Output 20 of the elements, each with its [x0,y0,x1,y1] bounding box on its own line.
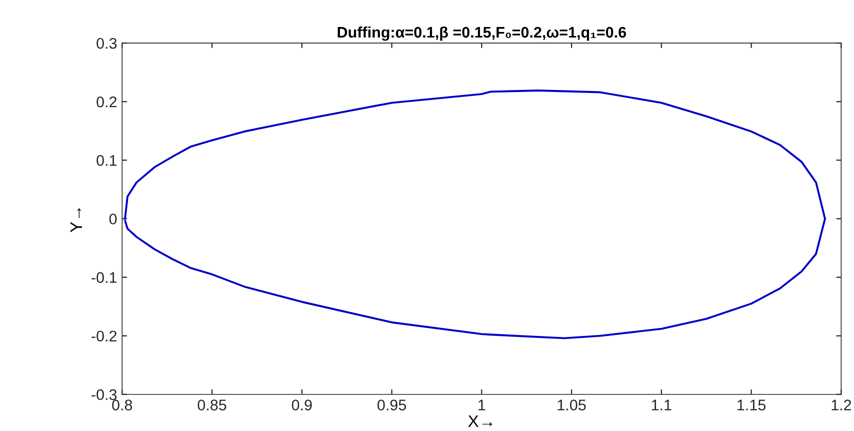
y-tick-label: -0.1 [92,272,117,283]
x-tick-label: 0.8 [112,400,132,410]
x-tick-label: 0.85 [198,400,226,410]
x-axis-title: X→ [468,415,492,427]
x-tick-label: 1.2 [832,400,852,410]
line-series [124,90,826,340]
x-tick-label: 1.05 [558,400,586,410]
x-tick-label: 1.1 [652,400,672,410]
y-tick-label: 0.2 [96,96,116,108]
chart-title: Duffing:α=0.1,β =0.15,F₀=0.2,ω=1,q₁=0.6 [338,26,626,41]
x-tick-label: 1 [478,400,486,410]
x-tick-label: 0.95 [378,400,406,410]
y-axis-title: Y→ [70,208,82,232]
y-tick-label: -0.2 [92,330,116,342]
x-tick-label: 0.9 [292,400,312,410]
y-tick-label: 0 [109,214,117,224]
x-tick-label: 1.15 [738,400,766,410]
y-tick-label: -0.3 [92,389,117,400]
y-tick-label: 0.1 [96,155,117,166]
y-tick-label: 0.3 [96,38,117,49]
